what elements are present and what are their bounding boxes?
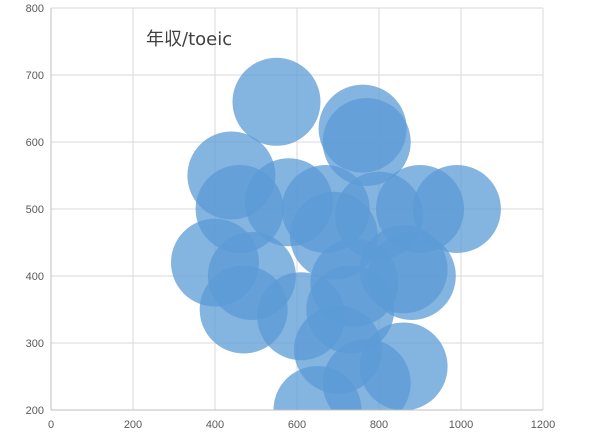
x-tick-label: 1200	[531, 419, 555, 431]
y-tick-label: 200	[26, 405, 44, 417]
bubble-series	[171, 57, 501, 410]
x-tick-label: 800	[370, 419, 388, 431]
y-tick-label: 600	[26, 137, 44, 149]
x-tick-label: 1000	[449, 419, 473, 431]
x-tick-label: 400	[206, 419, 224, 431]
axes: 0 200 400 600 800 1000 1200 200 300 400 500 600 700 8…	[26, 3, 556, 431]
bubble-point	[322, 98, 411, 186]
y-tick-label: 300	[26, 338, 44, 350]
x-tick-label: 200	[124, 419, 142, 431]
y-tick-label: 800	[26, 3, 44, 15]
x-tick-label: 0	[48, 419, 54, 431]
y-tick-label: 400	[26, 271, 44, 283]
chart-title: 年収/toeic	[146, 29, 232, 50]
y-tick-label: 700	[26, 70, 44, 82]
bubble-point	[412, 165, 501, 253]
bubble-point	[232, 57, 321, 146]
bubble-point	[273, 366, 362, 410]
x-tick-label: 600	[288, 419, 306, 431]
y-tick-label: 500	[26, 204, 44, 216]
